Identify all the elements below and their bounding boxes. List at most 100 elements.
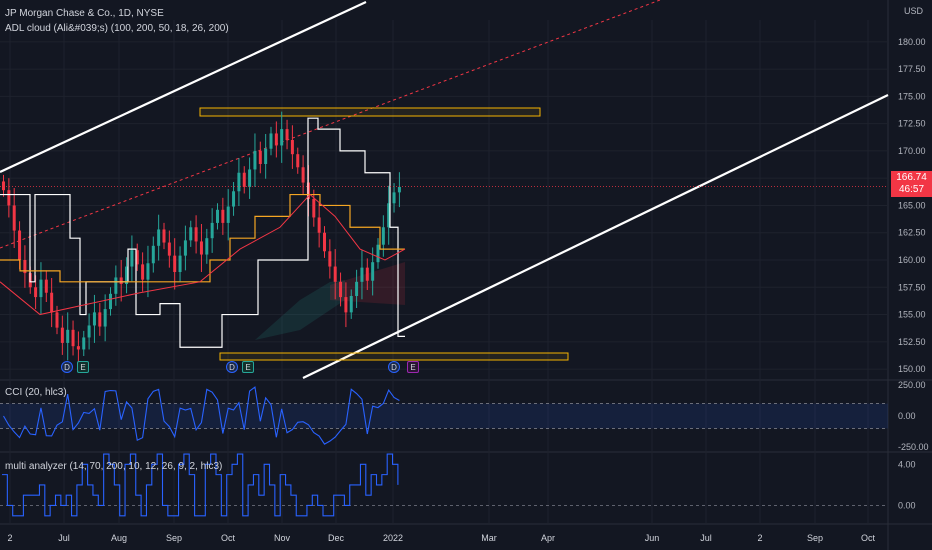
candle-body bbox=[264, 148, 268, 164]
candle-body bbox=[71, 329, 75, 347]
resistance-box bbox=[199, 107, 541, 117]
time-tick-label: Jul bbox=[700, 533, 712, 543]
candle-body bbox=[199, 241, 203, 255]
candle-body bbox=[312, 198, 316, 218]
earnings-event-icon[interactable]: E bbox=[407, 361, 419, 373]
dividend-event-icon[interactable]: D bbox=[61, 361, 73, 373]
last-price-countdown: 46:57 bbox=[898, 184, 925, 195]
price-tick-label: 162.50 bbox=[898, 228, 926, 238]
symbol-legend[interactable]: JP Morgan Chase & Co., 1D, NYSE bbox=[5, 8, 164, 19]
candle-body bbox=[355, 281, 359, 296]
candle-body bbox=[151, 245, 155, 264]
price-tick-label: 155.00 bbox=[898, 310, 926, 320]
candle-body bbox=[371, 262, 375, 281]
adl-cloud-legend[interactable]: ADL cloud (Ali&#039;s) (100, 200, 50, 18… bbox=[5, 23, 229, 34]
candle-body bbox=[157, 229, 161, 246]
candle-body bbox=[387, 203, 391, 228]
time-tick-label: Sep bbox=[807, 533, 823, 543]
candle-body bbox=[323, 232, 326, 252]
candle-body bbox=[87, 325, 91, 338]
candle-body bbox=[290, 140, 294, 155]
adl-line-white bbox=[0, 117, 405, 348]
price-tick-label: 180.00 bbox=[898, 37, 926, 47]
price-tick-label: 160.00 bbox=[898, 255, 926, 265]
adl-line-orange bbox=[0, 193, 405, 283]
last-price-value: 166.74 bbox=[896, 172, 927, 183]
cci-tick-label: 250.00 bbox=[898, 380, 926, 390]
candle-body bbox=[146, 263, 150, 280]
adl-cloud-green bbox=[255, 280, 345, 340]
candle-body bbox=[248, 169, 252, 187]
price-tick-label: 157.50 bbox=[898, 282, 926, 292]
candle-body bbox=[98, 312, 102, 327]
currency-label: USD bbox=[904, 6, 924, 16]
candle-body bbox=[60, 327, 64, 343]
cci-legend[interactable]: CCI (20, hlc3) bbox=[5, 387, 67, 398]
cci-tick-label: -250.00 bbox=[898, 442, 929, 452]
candle-body bbox=[76, 346, 80, 350]
candle-body bbox=[301, 167, 305, 183]
candle-body bbox=[167, 242, 171, 256]
candle-body bbox=[392, 192, 396, 204]
time-tick-label: Sep bbox=[166, 533, 182, 543]
candle-body bbox=[109, 293, 112, 310]
candle-body bbox=[162, 229, 166, 243]
time-tick-label: 2 bbox=[757, 533, 762, 543]
candle-body bbox=[7, 190, 11, 206]
candle-body bbox=[114, 277, 118, 294]
candle-body bbox=[344, 297, 348, 313]
candle-body bbox=[205, 238, 209, 255]
adl-line-red bbox=[0, 193, 406, 316]
candle-body bbox=[2, 181, 5, 191]
cci-line bbox=[3, 386, 400, 445]
candle-body bbox=[125, 266, 129, 284]
channel-lower-line bbox=[302, 94, 889, 379]
last-price-badge: 166.74 46:57 bbox=[891, 171, 932, 197]
dividend-event-icon[interactable]: D bbox=[388, 361, 400, 373]
price-tick-label: 175.00 bbox=[898, 91, 926, 101]
candle-body bbox=[242, 172, 246, 187]
time-tick-label: Oct bbox=[221, 533, 236, 543]
cci-tick-label: 0.00 bbox=[898, 411, 916, 421]
candle-body bbox=[258, 150, 262, 164]
candle-body bbox=[237, 172, 241, 192]
multi-analyzer-tick-label: 4.00 bbox=[898, 459, 916, 469]
candle-body bbox=[178, 255, 182, 272]
price-tick-label: 152.50 bbox=[898, 337, 926, 347]
candle-body bbox=[92, 312, 96, 326]
candle-body bbox=[328, 251, 332, 267]
candle-body bbox=[173, 255, 177, 272]
time-tick-label: Apr bbox=[541, 533, 555, 543]
multi-analyzer-legend[interactable]: multi analyzer (14, 70, 200, 10, 12, 26,… bbox=[5, 461, 223, 472]
candle-body bbox=[376, 244, 380, 263]
candle-body bbox=[55, 312, 59, 328]
time-tick-label: Oct bbox=[861, 533, 876, 543]
candle-body bbox=[103, 309, 107, 327]
earnings-event-icon[interactable]: E bbox=[242, 361, 254, 373]
dividend-event-icon[interactable]: D bbox=[226, 361, 238, 373]
candle-body bbox=[296, 154, 300, 168]
earnings-event-icon[interactable]: E bbox=[77, 361, 89, 373]
candle-body bbox=[82, 337, 86, 350]
candle-body bbox=[135, 250, 139, 265]
candle-body bbox=[349, 296, 353, 313]
candle-body bbox=[317, 217, 321, 233]
candle-body bbox=[44, 279, 48, 293]
candle-body bbox=[269, 133, 273, 149]
candle-body bbox=[339, 281, 343, 298]
candle-body bbox=[232, 191, 236, 207]
candle-body bbox=[280, 129, 284, 146]
candle-body bbox=[226, 206, 230, 223]
candle-body bbox=[130, 250, 134, 267]
candle-body bbox=[34, 287, 38, 298]
candle-body bbox=[221, 209, 225, 223]
candle-body bbox=[12, 205, 16, 231]
time-tick-label: Aug bbox=[111, 533, 127, 543]
multi-analyzer-line bbox=[2, 453, 399, 517]
candle-body bbox=[119, 277, 123, 284]
candle-body bbox=[216, 209, 219, 223]
price-tick-label: 172.50 bbox=[898, 119, 926, 129]
candle-body bbox=[360, 267, 364, 282]
time-tick-label: 2 bbox=[7, 533, 12, 543]
